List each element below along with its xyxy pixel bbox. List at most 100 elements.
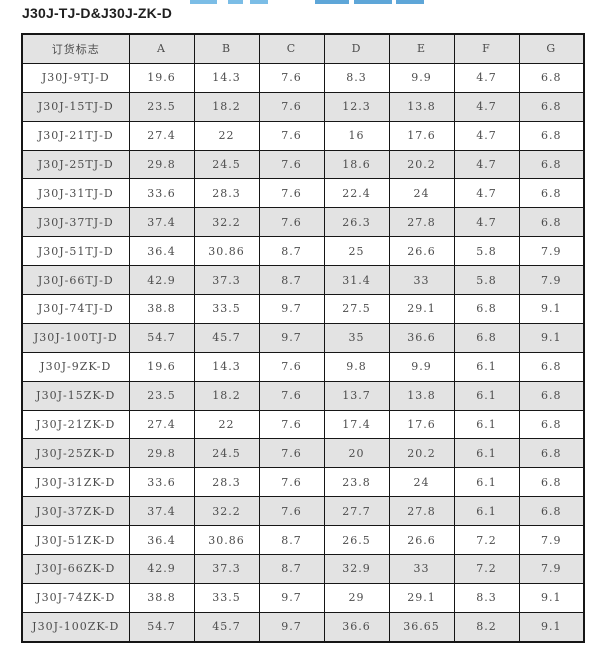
value-cell: 7.2 — [453, 525, 520, 556]
value-cell: 45.7 — [193, 322, 260, 353]
value-cell: 6.1 — [453, 467, 520, 498]
table-row: J30J-15ZK-D 23.5 18.2 7.6 13.7 13.8 6.1 6.8 — [21, 380, 585, 411]
value-cell: 18.2 — [193, 380, 260, 411]
value-cell: 7.6 — [258, 149, 325, 180]
value-cell: 29.1 — [388, 582, 455, 613]
spec-table: 订货标志 A B C D E F G J30J-9TJ-D 19.6 14.3 7.6 8.3 9.9 4… — [21, 33, 585, 643]
value-cell: 35 — [323, 322, 390, 353]
table-row: J30J-66TJ-D 42.9 37.3 8.7 31.4 33 5.8 7.9 — [21, 265, 585, 296]
value-cell: 37.4 — [128, 207, 195, 238]
header-row: 订货标志 A B C D E F G — [21, 33, 585, 64]
value-cell: 16 — [323, 120, 390, 151]
part-number-cell: J30J-9TJ-D — [21, 62, 130, 93]
value-cell: 5.8 — [453, 236, 520, 267]
column-header-C: C — [258, 33, 325, 64]
value-cell: 6.8 — [518, 467, 585, 498]
value-cell: 26.6 — [388, 236, 455, 267]
part-number-cell: J30J-31ZK-D — [21, 467, 130, 498]
value-cell: 7.9 — [518, 525, 585, 556]
value-cell: 9.7 — [258, 322, 325, 353]
part-number-cell: J30J-100ZK-D — [21, 611, 130, 643]
value-cell: 42.9 — [128, 554, 195, 584]
value-cell: 9.7 — [258, 294, 325, 324]
clipped-blue-text-fragment — [228, 0, 243, 4]
value-cell: 6.1 — [453, 380, 520, 411]
value-cell: 13.7 — [323, 380, 390, 411]
column-header-E: E — [388, 33, 455, 64]
part-number-cell: J30J-37TJ-D — [21, 207, 130, 238]
table-row: J30J-21ZK-D 27.4 22 7.6 17.4 17.6 6.1 6.8 — [21, 409, 585, 440]
table-row: J30J-9ZK-D 19.6 14.3 7.6 9.8 9.9 6.1 6.8 — [21, 351, 585, 382]
part-number-cell: J30J-21TJ-D — [21, 120, 130, 151]
value-cell: 32.2 — [193, 496, 260, 527]
value-cell: 33 — [388, 554, 455, 584]
value-cell: 26.5 — [323, 525, 390, 556]
value-cell: 6.8 — [518, 178, 585, 209]
part-number-cell: J30J-51TJ-D — [21, 236, 130, 267]
value-cell: 7.6 — [258, 62, 325, 93]
part-number-cell: J30J-9ZK-D — [21, 351, 130, 382]
value-cell: 6.1 — [453, 351, 520, 382]
clipped-blue-text-fragment — [396, 0, 424, 4]
clipped-blue-text-fragment — [190, 0, 217, 4]
value-cell: 28.3 — [193, 467, 260, 498]
value-cell: 31.4 — [323, 265, 390, 296]
value-cell: 38.8 — [128, 582, 195, 613]
part-number-cell: J30J-15ZK-D — [21, 380, 130, 411]
value-cell: 36.4 — [128, 525, 195, 556]
value-cell: 37.4 — [128, 496, 195, 527]
value-cell: 6.1 — [453, 409, 520, 440]
value-cell: 22 — [193, 409, 260, 440]
value-cell: 24 — [388, 178, 455, 209]
table-row: J30J-31TJ-D 33.6 28.3 7.6 22.4 24 4.7 6.8 — [21, 178, 585, 209]
table-row: J30J-66ZK-D 42.9 37.3 8.7 32.9 33 7.2 7.9 — [21, 554, 585, 584]
value-cell: 7.6 — [258, 380, 325, 411]
value-cell: 6.1 — [453, 496, 520, 527]
value-cell: 33 — [388, 265, 455, 296]
value-cell: 28.3 — [193, 178, 260, 209]
value-cell: 7.6 — [258, 120, 325, 151]
table-row: J30J-74TJ-D 38.8 33.5 9.7 27.5 29.1 6.8 9.1 — [21, 294, 585, 324]
value-cell: 20.2 — [388, 149, 455, 180]
table-row: J30J-100TJ-D 54.7 45.7 9.7 35 36.6 6.8 9.1 — [21, 322, 585, 353]
part-number-cell: J30J-74TJ-D — [21, 294, 130, 324]
value-cell: 27.8 — [388, 207, 455, 238]
value-cell: 36.6 — [323, 611, 390, 643]
value-cell: 37.3 — [193, 265, 260, 296]
value-cell: 6.8 — [518, 207, 585, 238]
value-cell: 27.4 — [128, 409, 195, 440]
value-cell: 38.8 — [128, 294, 195, 324]
value-cell: 4.7 — [453, 62, 520, 93]
value-cell: 6.8 — [518, 91, 585, 122]
value-cell: 8.7 — [258, 525, 325, 556]
value-cell: 8.3 — [453, 582, 520, 613]
part-number-cell: J30J-15TJ-D — [21, 91, 130, 122]
value-cell: 6.1 — [453, 438, 520, 469]
value-cell: 23.8 — [323, 467, 390, 498]
value-cell: 7.6 — [258, 178, 325, 209]
value-cell: 6.8 — [518, 351, 585, 382]
part-number-cell: J30J-100TJ-D — [21, 322, 130, 353]
value-cell: 22 — [193, 120, 260, 151]
value-cell: 13.8 — [388, 380, 455, 411]
value-cell: 7.6 — [258, 351, 325, 382]
part-number-cell: J30J-51ZK-D — [21, 525, 130, 556]
value-cell: 6.8 — [518, 380, 585, 411]
value-cell: 23.5 — [128, 380, 195, 411]
value-cell: 26.3 — [323, 207, 390, 238]
value-cell: 8.3 — [323, 62, 390, 93]
value-cell: 9.1 — [518, 294, 585, 324]
clipped-blue-text-fragment — [354, 0, 392, 4]
part-number-cell: J30J-21ZK-D — [21, 409, 130, 440]
value-cell: 6.8 — [518, 149, 585, 180]
table-row: J30J-9TJ-D 19.6 14.3 7.6 8.3 9.9 4.7 6.8 — [21, 62, 585, 93]
value-cell: 8.7 — [258, 236, 325, 267]
table-row: J30J-31ZK-D 33.6 28.3 7.6 23.8 24 6.1 6.8 — [21, 467, 585, 498]
value-cell: 27.8 — [388, 496, 455, 527]
value-cell: 27.4 — [128, 120, 195, 151]
column-header-label: 订货标志 — [21, 33, 130, 64]
value-cell: 29 — [323, 582, 390, 613]
value-cell: 36.6 — [388, 322, 455, 353]
value-cell: 13.8 — [388, 91, 455, 122]
value-cell: 33.6 — [128, 178, 195, 209]
